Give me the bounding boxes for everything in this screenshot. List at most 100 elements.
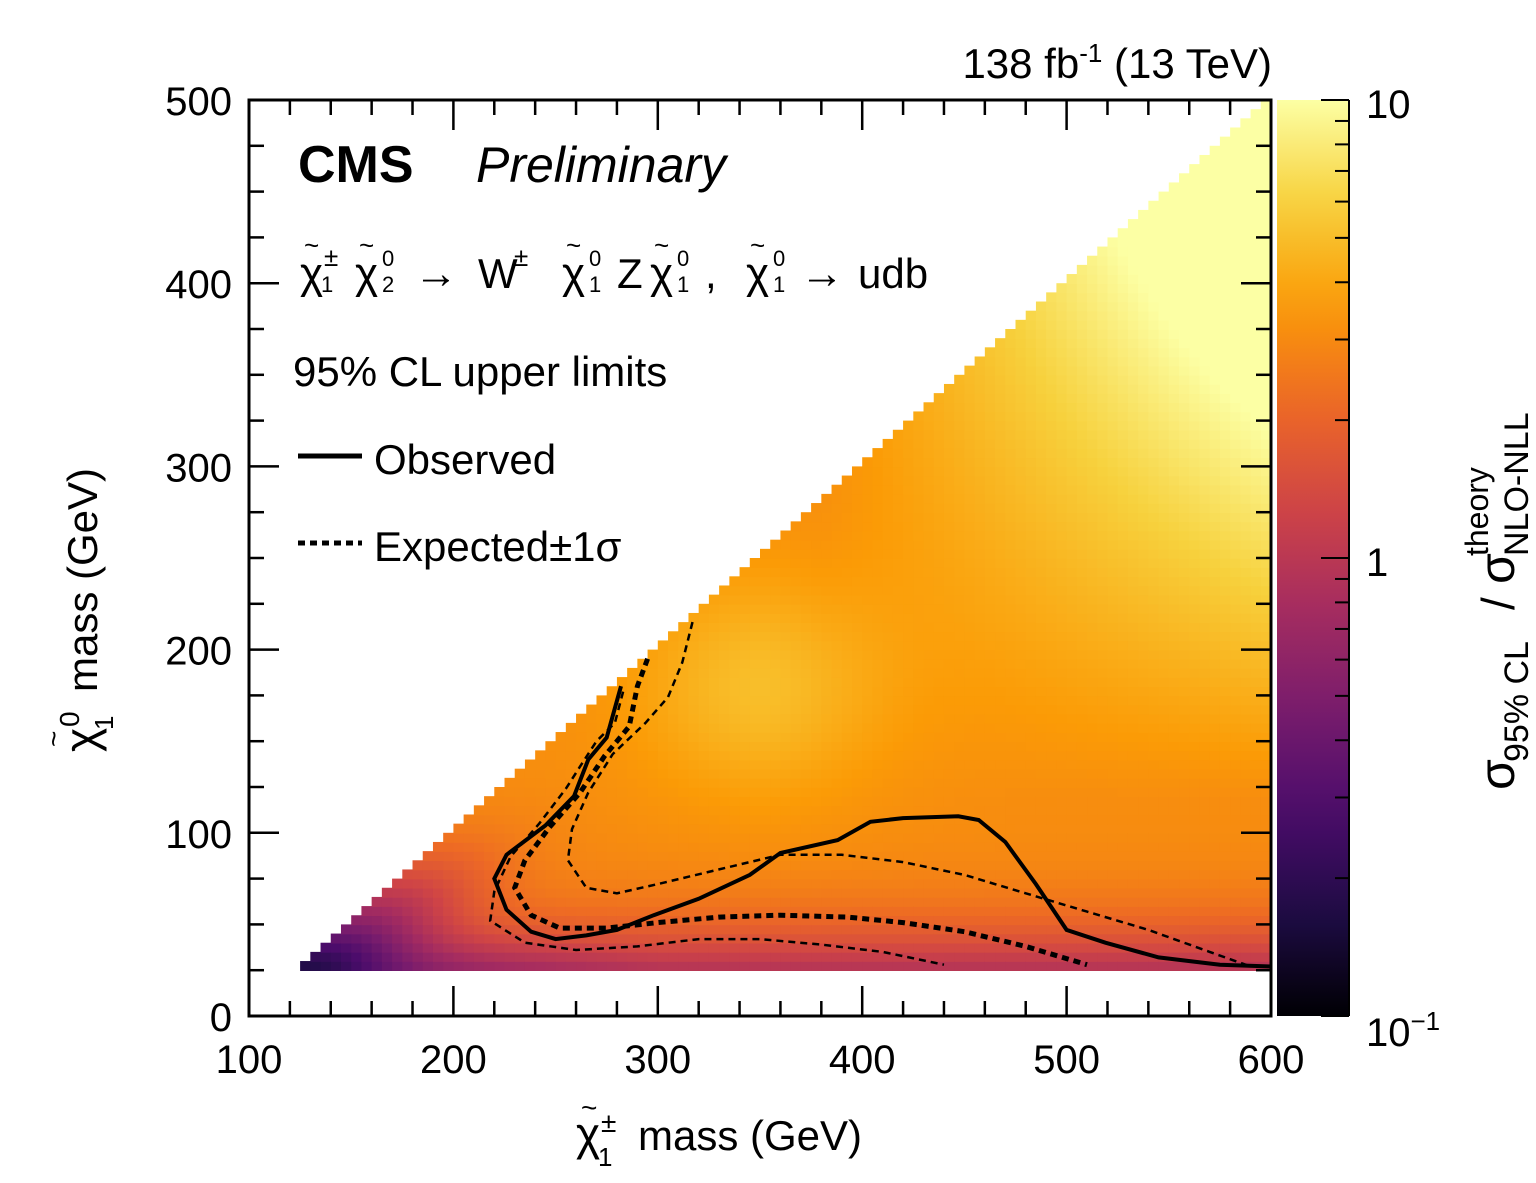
- heatmap-cell: [678, 805, 690, 816]
- heatmap-cell: [1127, 383, 1139, 394]
- heatmap-cell: [708, 750, 720, 761]
- heatmap-cell: [1107, 814, 1119, 825]
- heatmap-cell: [1117, 878, 1129, 889]
- heatmap-cell: [933, 429, 945, 440]
- heatmap-cell: [995, 924, 1007, 935]
- heatmap-cell: [862, 851, 874, 862]
- heatmap-cell: [1056, 677, 1068, 688]
- heatmap-cell: [831, 530, 843, 541]
- heatmap-cell: [913, 503, 925, 513]
- heatmap-cell: [811, 942, 823, 953]
- heatmap-cell: [943, 805, 955, 816]
- heatmap-cell: [1076, 283, 1088, 294]
- heatmap-cell: [1209, 237, 1221, 248]
- svg-text:mass (GeV): mass (GeV): [59, 468, 106, 692]
- heatmap-cell: [811, 961, 823, 971]
- svg-text:0: 0: [589, 246, 601, 271]
- heatmap-cell: [627, 924, 639, 935]
- heatmap-cell: [484, 841, 496, 852]
- heatmap-cell: [637, 686, 649, 697]
- heatmap-cell: [892, 576, 904, 587]
- heatmap-cell: [1046, 841, 1058, 852]
- heatmap-cell: [1189, 860, 1201, 871]
- heatmap-cell: [923, 805, 935, 816]
- heatmap-cell: [1005, 860, 1017, 871]
- heatmap-cell: [749, 924, 761, 935]
- heatmap-cell: [1117, 264, 1129, 275]
- heatmap-cell: [1148, 933, 1160, 944]
- heatmap-cell: [1189, 548, 1201, 559]
- heatmap-cell: [1260, 539, 1271, 550]
- heatmap-cell: [1189, 292, 1201, 303]
- heatmap-cell: [780, 814, 792, 825]
- heatmap-cell: [739, 860, 751, 871]
- heatmap-cell: [923, 759, 935, 770]
- heatmap-cell: [1087, 319, 1099, 330]
- heatmap-cell: [657, 695, 669, 706]
- heatmap-cell: [647, 768, 659, 779]
- heatmap-cell: [1219, 512, 1231, 523]
- heatmap-cell: [872, 658, 884, 669]
- heatmap-cell: [1250, 576, 1262, 587]
- heatmap-cell: [1199, 237, 1211, 248]
- heatmap-cell: [770, 713, 782, 724]
- heatmap-cell: [1117, 896, 1129, 907]
- heatmap-cell: [555, 787, 567, 797]
- heatmap-cell: [1035, 420, 1047, 431]
- heatmap-cell: [1168, 539, 1180, 550]
- heatmap-cell: [800, 768, 812, 779]
- heatmap-cell: [1066, 787, 1078, 797]
- heatmap-cell: [851, 713, 863, 724]
- heatmap-cell: [1250, 603, 1262, 614]
- heatmap-cell: [954, 429, 966, 440]
- heatmap-cell: [1097, 640, 1109, 651]
- heatmap-cell: [524, 933, 536, 944]
- heatmap-cell: [739, 759, 751, 770]
- heatmap-cell: [1117, 539, 1129, 550]
- heatmap-cell: [1076, 796, 1088, 807]
- heatmap-cell: [780, 942, 792, 953]
- heatmap-cell: [943, 438, 955, 449]
- heatmap-cell: [535, 759, 547, 770]
- heatmap-cell: [1209, 310, 1221, 321]
- heatmap-cell: [1260, 594, 1271, 605]
- heatmap-cell: [923, 558, 935, 568]
- heatmap-cell: [862, 878, 874, 889]
- heatmap-cell: [882, 823, 894, 834]
- heatmap-cell: [1168, 374, 1180, 385]
- heatmap-cell: [1025, 402, 1037, 413]
- heatmap-cell: [719, 631, 731, 642]
- heatmap-cell: [1230, 200, 1242, 211]
- heatmap-cell: [903, 667, 915, 678]
- heatmap-cell: [1189, 878, 1201, 889]
- heatmap-cell: [1076, 576, 1088, 587]
- heatmap-cell: [831, 622, 843, 633]
- heatmap-cell: [1076, 438, 1088, 449]
- heatmap-cell: [1219, 484, 1231, 495]
- heatmap-cell: [943, 558, 955, 568]
- heatmap-cell: [1107, 539, 1119, 550]
- heatmap-cell: [903, 558, 915, 568]
- heatmap-cell: [892, 622, 904, 633]
- heatmap-cell: [821, 713, 833, 724]
- heatmap-cell: [1035, 567, 1047, 578]
- heatmap-cell: [1015, 896, 1027, 907]
- heatmap-cell: [1138, 457, 1150, 468]
- heatmap-cell: [1015, 741, 1027, 752]
- heatmap-cell: [616, 704, 628, 715]
- heatmap-cell: [770, 814, 782, 825]
- heatmap-cell: [1179, 741, 1191, 752]
- heatmap-cell: [892, 686, 904, 697]
- heatmap-cell: [719, 622, 731, 633]
- heatmap-cell: [760, 841, 772, 852]
- heatmap-cell: [708, 832, 720, 843]
- heatmap-cell: [1127, 924, 1139, 935]
- heatmap-cell: [1066, 796, 1078, 807]
- heatmap-cell: [657, 887, 669, 898]
- heatmap-cell: [1035, 951, 1047, 962]
- heatmap-cell: [1097, 805, 1109, 816]
- heatmap-cell: [1199, 576, 1211, 587]
- heatmap-cell: [1179, 750, 1191, 761]
- heatmap-cell: [1005, 475, 1017, 486]
- heatmap-cell: [974, 787, 986, 797]
